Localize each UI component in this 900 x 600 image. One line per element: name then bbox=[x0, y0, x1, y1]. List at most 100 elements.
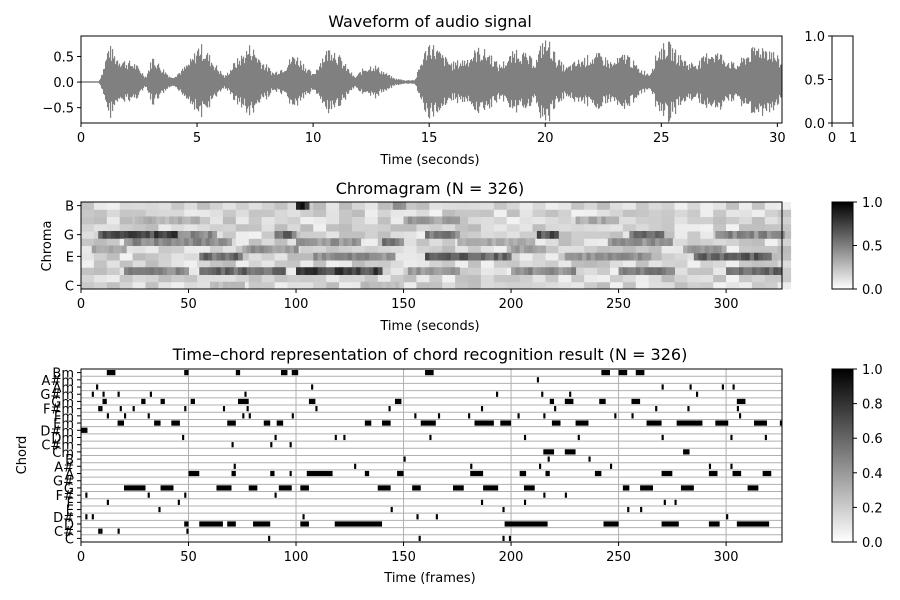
chroma-cell bbox=[171, 223, 185, 232]
chroma-cell bbox=[261, 274, 276, 283]
chroma-band-cell bbox=[203, 231, 209, 239]
chord-y-tick-label: Fm bbox=[54, 410, 74, 425]
chroma-band-cell bbox=[670, 267, 675, 275]
chord-activation bbox=[102, 391, 105, 397]
chroma-cell bbox=[300, 281, 314, 290]
chord-panel: Time–chord representation of chord recog… bbox=[15, 345, 783, 586]
chord-activation bbox=[425, 370, 434, 376]
chroma-cell bbox=[480, 202, 495, 210]
chroma-band-cell bbox=[433, 216, 439, 225]
chroma-band-cell bbox=[594, 252, 600, 261]
chroma-band-cell bbox=[364, 252, 370, 261]
chroma-cell bbox=[93, 274, 108, 283]
chroma-cell bbox=[158, 281, 172, 290]
chroma-band-cell bbox=[167, 267, 172, 275]
chroma-band-cell bbox=[158, 238, 164, 246]
chord-activation bbox=[680, 485, 694, 491]
chromagram-x-tick-label: 250 bbox=[606, 297, 631, 312]
chroma-cell bbox=[184, 209, 198, 217]
chroma-cell bbox=[597, 281, 611, 290]
chroma-band-cell bbox=[433, 267, 439, 275]
chroma-band-cell bbox=[541, 245, 546, 254]
chroma-band-cell bbox=[145, 231, 151, 239]
chroma-band-cell bbox=[317, 252, 323, 261]
chroma-band-cell bbox=[582, 252, 587, 261]
chord-activation bbox=[231, 470, 236, 477]
chroma-cell bbox=[106, 223, 121, 232]
chord-activation bbox=[100, 528, 103, 534]
chroma-band-cell bbox=[412, 267, 417, 275]
chord-activations bbox=[81, 370, 782, 541]
chroma-cell bbox=[558, 281, 572, 290]
chord-y-tick-label: Am bbox=[52, 381, 74, 396]
chord-activation bbox=[543, 449, 555, 455]
chroma-band-cell bbox=[205, 238, 211, 246]
chroma-cell bbox=[506, 252, 521, 261]
chroma-band-cell bbox=[631, 267, 637, 275]
chord-activation bbox=[364, 420, 372, 426]
chroma-band-cell bbox=[382, 252, 387, 261]
chroma-band-cell bbox=[728, 231, 734, 239]
chord-activation bbox=[715, 420, 729, 426]
chord-activation bbox=[289, 442, 292, 448]
chroma-cell bbox=[455, 202, 469, 210]
chroma-band-cell bbox=[108, 245, 114, 254]
chroma-band-cell bbox=[317, 238, 323, 246]
chroma-cell bbox=[248, 274, 263, 283]
chroma-band-cell bbox=[214, 281, 220, 290]
chroma-band-cell bbox=[276, 267, 282, 275]
chord-activation bbox=[594, 470, 602, 477]
chord-activation bbox=[186, 528, 189, 534]
chroma-band-cell bbox=[749, 231, 755, 239]
chroma-band-cell bbox=[268, 245, 273, 254]
waveform-trace bbox=[81, 40, 783, 123]
chroma-cell bbox=[506, 231, 521, 239]
chroma-cell bbox=[584, 245, 598, 254]
chromagram-panel: Chromagram (N = 326) 0 50 100 150 200 250 300 … bbox=[40, 179, 792, 334]
chroma-cell bbox=[403, 281, 417, 290]
chroma-cell bbox=[597, 238, 611, 246]
chroma-cell bbox=[119, 216, 134, 225]
chord-y-tick-label: E bbox=[66, 504, 74, 519]
chord-activation bbox=[646, 420, 662, 426]
chord-y-tick-label: C# bbox=[54, 525, 74, 540]
chroma-band-cell bbox=[575, 216, 581, 225]
chroma-cell bbox=[364, 245, 379, 254]
chroma-cell bbox=[390, 274, 405, 283]
chroma-band-cell bbox=[216, 267, 222, 275]
chroma-band-cell bbox=[642, 238, 648, 246]
chroma-cell bbox=[248, 238, 263, 246]
chroma-band-cell bbox=[695, 245, 701, 254]
chroma-band-cell bbox=[515, 245, 521, 254]
chroma-band-cell bbox=[190, 216, 196, 225]
chroma-cell bbox=[700, 216, 714, 225]
chroma-cell bbox=[261, 216, 276, 225]
chroma-band-cell bbox=[429, 216, 435, 225]
chroma-band-cell bbox=[618, 267, 624, 275]
chroma-cell bbox=[158, 209, 172, 217]
chord-x-tick-label: 250 bbox=[606, 550, 631, 565]
chroma-cell bbox=[403, 209, 417, 217]
chroma-band-cell bbox=[708, 245, 714, 254]
chord-y-tick-label: B bbox=[65, 453, 74, 468]
chroma-band-cell bbox=[732, 231, 738, 239]
waveform-x-ticks: 0 5 10 15 20 25 30 bbox=[77, 123, 786, 146]
chroma-band-cell bbox=[592, 216, 598, 225]
chroma-band-cell bbox=[100, 245, 106, 254]
chroma-cell bbox=[674, 223, 688, 232]
chroma-band-cell bbox=[646, 252, 652, 261]
chroma-band-cell bbox=[687, 245, 693, 254]
chroma-band-cell bbox=[160, 216, 166, 225]
chroma-band-cell bbox=[222, 281, 228, 290]
chroma-band-cell bbox=[280, 267, 286, 275]
chroma-cell bbox=[738, 260, 753, 268]
chroma-band-cell bbox=[532, 267, 538, 275]
chroma-band-cell bbox=[390, 252, 396, 261]
chord-activation bbox=[502, 535, 505, 541]
chroma-cell bbox=[597, 245, 611, 254]
chroma-band-cell bbox=[212, 231, 217, 239]
chroma-cell bbox=[777, 216, 792, 225]
chord-activation bbox=[270, 442, 273, 448]
chroma-band-cell bbox=[158, 231, 164, 239]
chroma-cell bbox=[777, 209, 792, 217]
